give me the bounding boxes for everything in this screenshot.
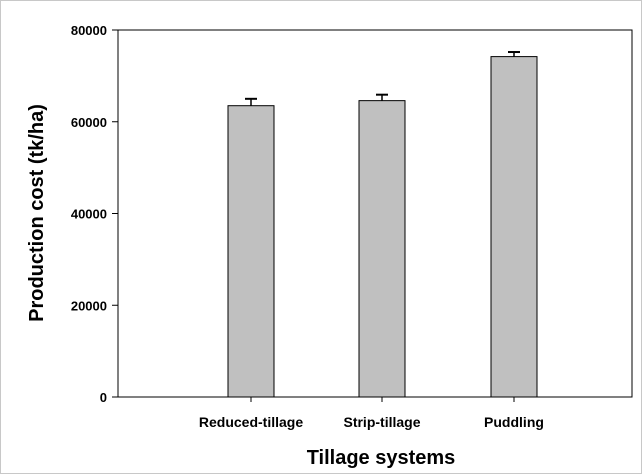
bar [227,105,275,398]
bar [358,100,406,398]
bar [490,56,538,398]
y-axis-title: Production cost (tk/ha) [26,104,48,322]
y-tick-label: 20000 [71,298,107,313]
x-category-label: Puddling [484,414,544,430]
y-tick-label: 0 [100,390,107,405]
x-category-label: Strip-tillage [343,414,420,430]
y-tick-label: 60000 [71,115,107,130]
y-tick-label: 40000 [71,207,107,222]
x-axis-title: Tillage systems [307,447,456,469]
x-category-label: Reduced-tillage [199,414,303,430]
y-tick-label: 80000 [71,23,107,38]
